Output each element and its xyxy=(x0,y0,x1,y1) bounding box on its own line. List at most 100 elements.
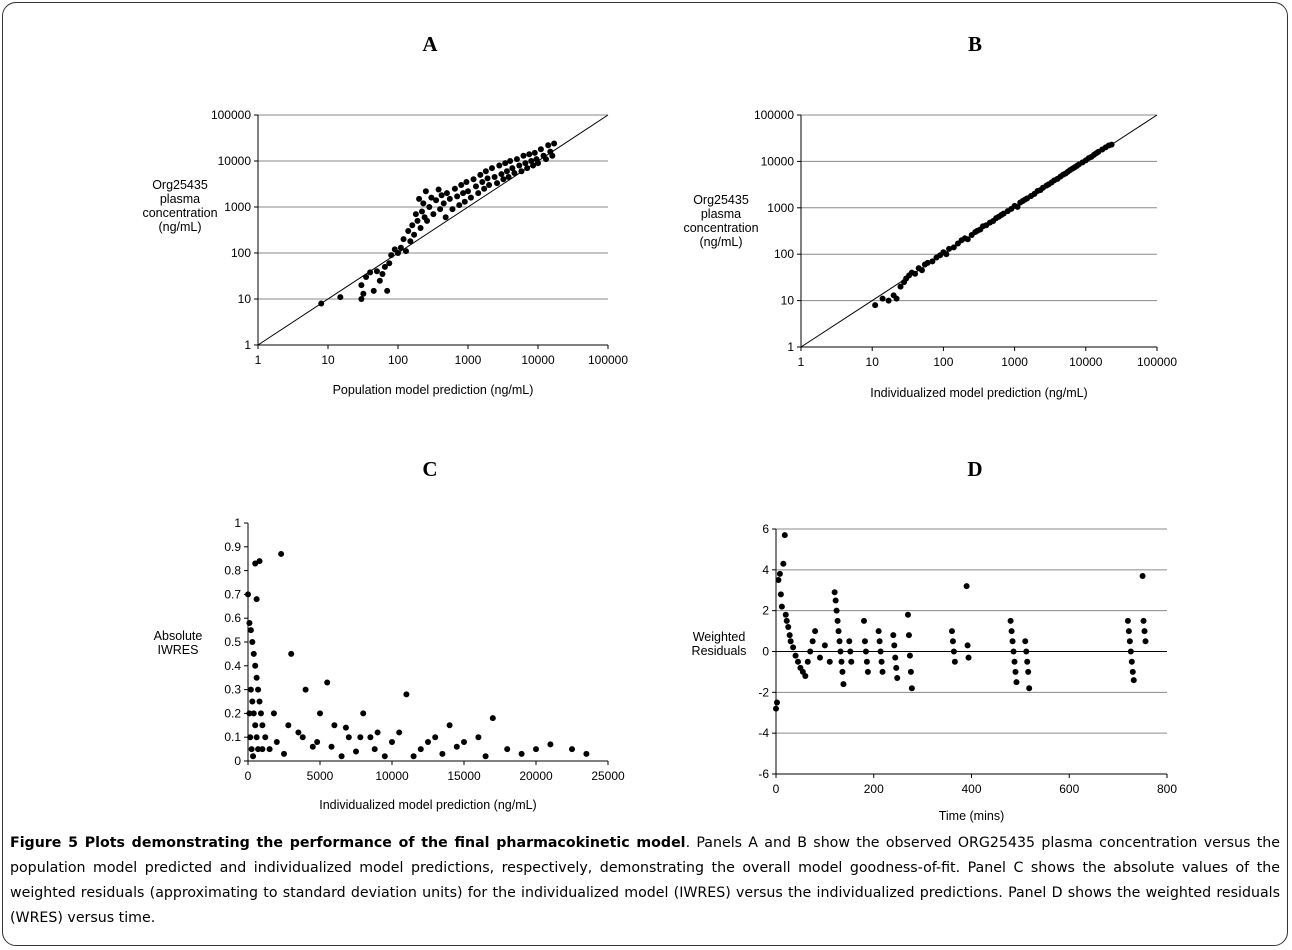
data-point xyxy=(463,178,470,185)
data-point xyxy=(376,277,383,284)
data-point xyxy=(285,722,292,729)
data-point xyxy=(775,577,782,584)
data-point xyxy=(247,627,254,634)
data-point xyxy=(273,738,280,745)
data-point xyxy=(428,194,435,201)
data-point xyxy=(451,185,458,192)
x-tick-label: 15000 xyxy=(447,769,481,783)
y-tick-label: -4 xyxy=(758,726,769,740)
y-tick-label: 1 xyxy=(234,516,241,530)
y-axis-label-line: Residuals xyxy=(692,644,747,658)
data-point xyxy=(879,295,886,302)
data-point xyxy=(255,746,262,753)
data-point xyxy=(416,195,423,202)
data-point xyxy=(363,274,370,281)
data-point xyxy=(417,224,424,231)
data-point xyxy=(381,753,388,760)
x-tick-label: 1 xyxy=(798,355,805,369)
y-tick-label: 1000 xyxy=(767,201,794,215)
data-point xyxy=(259,722,266,729)
data-point xyxy=(256,558,263,565)
data-point xyxy=(370,287,377,294)
data-point xyxy=(963,583,970,590)
data-point xyxy=(250,650,257,657)
data-point xyxy=(907,668,914,675)
data-point xyxy=(1127,648,1134,655)
data-point xyxy=(891,642,898,649)
y-axis-label-line: Weighted xyxy=(693,630,746,644)
data-point xyxy=(461,198,468,205)
x-tick-label: 400 xyxy=(961,782,981,796)
data-point xyxy=(314,738,321,745)
y-axis-label-line: concentration xyxy=(142,206,217,220)
x-tick-label: 600 xyxy=(1059,782,1079,796)
data-point xyxy=(453,743,460,750)
data-point xyxy=(862,648,869,655)
data-point xyxy=(1129,668,1136,675)
y-tick-label: 100 xyxy=(231,246,251,260)
data-point xyxy=(943,251,950,258)
data-point xyxy=(863,658,870,665)
data-point xyxy=(885,297,892,304)
x-axis-label: Population model prediction (ng/mL) xyxy=(333,383,534,397)
data-point xyxy=(402,248,409,255)
data-point xyxy=(526,151,533,158)
data-point xyxy=(783,617,790,624)
y-axis-label-line: IWRES xyxy=(158,643,199,657)
data-point xyxy=(338,753,345,760)
data-point xyxy=(389,738,395,745)
data-point xyxy=(489,715,496,722)
data-point xyxy=(545,142,552,149)
data-point xyxy=(1024,658,1031,665)
y-tick-label: 1 xyxy=(244,338,251,352)
data-point xyxy=(837,648,844,655)
data-point xyxy=(516,162,523,169)
data-point xyxy=(367,269,374,276)
x-tick-label: 1 xyxy=(255,353,262,367)
data-point xyxy=(906,652,913,659)
data-point xyxy=(513,156,520,163)
data-point xyxy=(481,185,488,192)
data-point xyxy=(328,743,335,750)
data-point xyxy=(409,222,416,229)
data-point xyxy=(778,603,785,610)
y-axis-label-line: Org25435 xyxy=(693,193,749,207)
data-point xyxy=(358,282,365,289)
data-point xyxy=(424,217,431,224)
data-point xyxy=(773,699,780,706)
panel-b-chart: B 1 10 100 1000 10000 100000 1 10 100 1000 10000 100… xyxy=(683,32,1177,400)
data-point xyxy=(836,638,843,645)
data-point xyxy=(892,654,899,661)
data-point xyxy=(252,722,259,729)
data-point xyxy=(454,193,461,200)
y-tick-label: 100000 xyxy=(754,108,794,122)
data-point xyxy=(1142,638,1149,645)
data-point xyxy=(482,753,489,760)
data-point xyxy=(412,211,419,218)
data-point xyxy=(461,738,467,745)
data-point xyxy=(878,658,885,665)
data-point xyxy=(439,750,446,757)
data-point xyxy=(253,596,260,603)
data-point xyxy=(1128,658,1135,665)
data-point xyxy=(1012,668,1019,675)
x-tick-label: 100 xyxy=(933,355,953,369)
data-point xyxy=(262,734,269,741)
data-point xyxy=(418,208,425,215)
data-point xyxy=(270,710,277,717)
data-point xyxy=(449,206,456,213)
data-point xyxy=(1139,572,1146,579)
data-point xyxy=(1124,617,1131,624)
data-point xyxy=(357,734,364,741)
x-tick-label: 10 xyxy=(866,355,880,369)
data-point xyxy=(309,743,316,750)
data-point xyxy=(860,617,867,624)
caption-text: . Panels A and B show the observed ORG25… xyxy=(10,835,1280,926)
data-point xyxy=(381,263,388,270)
data-point xyxy=(502,160,509,167)
data-point xyxy=(531,149,538,156)
data-point xyxy=(491,173,498,180)
data-point xyxy=(281,750,287,757)
data-point xyxy=(486,182,493,189)
data-point xyxy=(433,197,440,204)
